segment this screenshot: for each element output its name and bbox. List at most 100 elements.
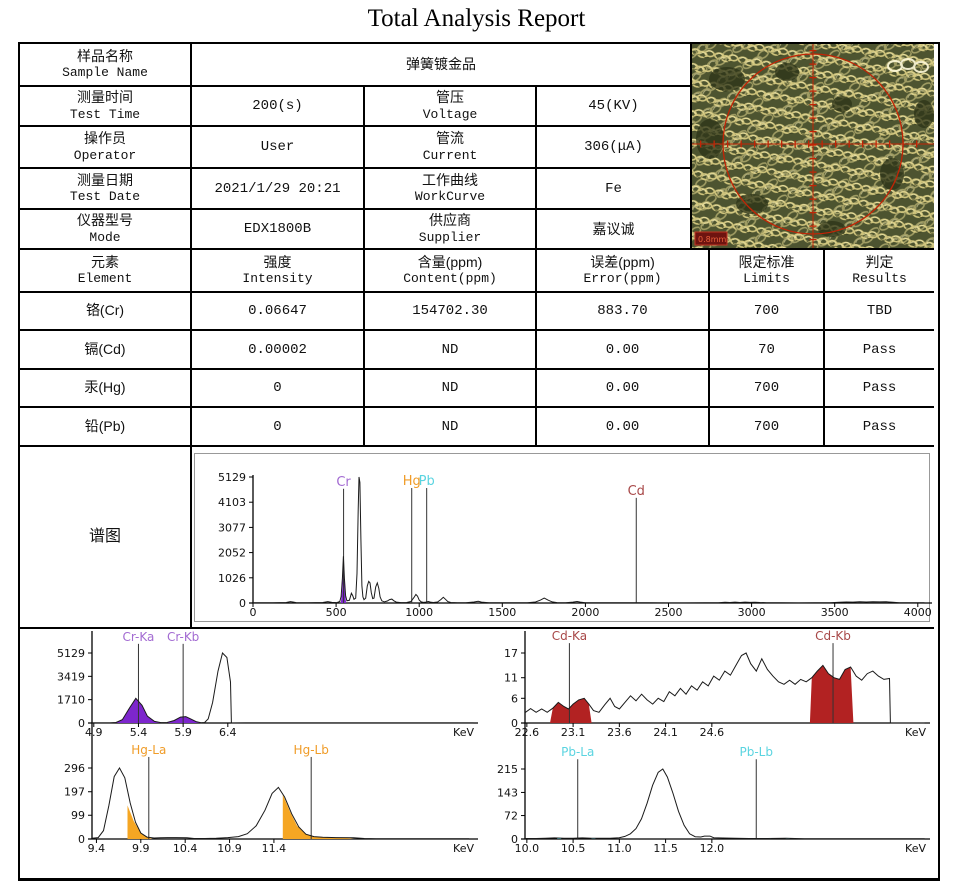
element-header-cn: 限定标准 <box>738 253 795 270</box>
chart-text: 1500 <box>488 606 516 619</box>
info-value2-cell: 嘉议诚 <box>537 210 692 250</box>
info-label-cell: 操作员 Operator <box>20 127 192 169</box>
element-header-en: Error(ppm) <box>583 271 662 287</box>
chart-text: 9.4 <box>88 842 106 855</box>
info-value: EDX1800B <box>243 221 312 237</box>
chart-text: KeV <box>453 726 474 739</box>
trace-pb <box>525 768 925 840</box>
photo-highlight-coils <box>887 58 929 73</box>
chart-text: Cd-Kb <box>815 629 851 643</box>
sample-name-label-en: Sample Name <box>62 65 148 81</box>
sample-name-label-cell: 样品名称 Sample Name <box>20 44 192 87</box>
chart-text: 0 <box>78 717 85 730</box>
chart-text: 3500 <box>821 606 849 619</box>
chart-text: 10.0 <box>515 842 540 855</box>
element-cell-value: 0.00 <box>605 380 640 396</box>
chart-text: 6.4 <box>219 726 237 739</box>
info-label2-cell: 供应商 Supplier <box>365 210 537 250</box>
info-value: 2021/1/29 20:21 <box>214 180 341 197</box>
element-value-cell: 70 <box>710 331 825 370</box>
element-cell-value: 汞(Hg) <box>84 379 126 396</box>
element-value-cell: 0 <box>192 370 365 408</box>
fill-cd-ka <box>550 698 592 723</box>
element-value-cell: ND <box>365 331 537 370</box>
chart-text: 3419 <box>57 670 85 683</box>
chart-text: Pb-La <box>561 745 594 759</box>
reticle <box>692 44 934 248</box>
element-cell-value: 700 <box>753 303 780 319</box>
element-header-cell: 元素 Element <box>20 250 192 293</box>
chart-cd: 22.6 23.1 23.6 24.1 24.6 KeV 0 6 11 17 Cd-Ka Cd-Kb <box>504 629 930 739</box>
chart-cr: 4.9 5.4 5.9 6.4 KeV 0 1710 3419 5129 Cr-Ka Cr-Kb <box>57 630 478 739</box>
info-label-en: WorkCurve <box>414 189 486 205</box>
chart-text: Cr-Kb <box>167 630 199 644</box>
trace-hg <box>91 767 470 840</box>
element-cell-value: 70 <box>758 341 775 358</box>
chart-text: 4000 <box>904 606 932 619</box>
chart-text: KeV <box>453 842 474 855</box>
chart-text: 296 <box>64 762 85 775</box>
info-value: 200(s) <box>252 98 303 114</box>
chart-text: Cr <box>336 475 351 490</box>
element-value-cell: ND <box>365 408 537 447</box>
chart-text: 1000 <box>405 606 433 619</box>
fill-hg-la <box>127 805 153 839</box>
chart-text: 10.9 <box>217 842 242 855</box>
element-value-cell: TBD <box>825 293 934 331</box>
info-label-en: Current <box>422 147 478 163</box>
mini-charts-svg: 4.9 5.4 5.9 6.4 KeV 0 1710 3419 5129 Cr-Ka Cr-Kb 22… <box>57 629 930 855</box>
element-cell-value: 镉(Cd) <box>84 340 126 357</box>
chart-text: 3077 <box>218 521 246 534</box>
element-header-cn: 含量(ppm) <box>417 253 483 270</box>
chart-text: 12.0 <box>700 842 725 855</box>
chart-text: 0 <box>511 833 518 846</box>
chart-text: KeV <box>905 842 926 855</box>
chart-text: 11.4 <box>262 842 287 855</box>
chart-text: 1026 <box>218 572 246 585</box>
chart-text: 4.9 <box>85 726 103 739</box>
element-value-cell: 0 <box>192 408 365 447</box>
info-label-cn: 操作员 <box>84 130 126 147</box>
element-cell-value: 0.00 <box>605 341 640 358</box>
element-cell-value: ND <box>441 418 459 435</box>
info-label-cn: 仪器型号 <box>77 212 133 229</box>
info-value2-cell: 45(KV) <box>537 87 692 127</box>
sample-photo-cell: 0.8mm <box>692 44 934 250</box>
report-table: 样品名称 Sample Name 弹簧镀金品 <box>18 42 940 881</box>
element-header-cell: 判定 Results <box>825 250 934 293</box>
chart-text: 500 <box>326 606 347 619</box>
info-value-cell: 200(s) <box>192 87 365 127</box>
chart-text: 6 <box>511 692 518 705</box>
info-value-cell: 2021/1/29 20:21 <box>192 169 365 210</box>
element-cell-value: 0.00 <box>605 418 640 435</box>
info-label-cn: 管流 <box>436 130 464 147</box>
element-cell-value: 铅(Pb) <box>84 417 126 434</box>
element-name-cell: 铬(Cr) <box>20 293 192 331</box>
chart-text: 197 <box>64 786 85 799</box>
chart-hg: 9.4 9.9 10.4 10.9 11.4 KeV 0 99 197 296 Hg-La Hg-Lb <box>64 743 478 855</box>
chart-text: 11 <box>504 672 518 685</box>
info-value: 306(μA) <box>584 139 643 155</box>
trace-cd <box>524 652 925 724</box>
chart-text: Pb-Lb <box>740 745 774 759</box>
fill-hg-lb <box>282 794 354 839</box>
chart-text: 24.6 <box>700 726 725 739</box>
info-label-cn: 工作曲线 <box>422 171 478 188</box>
chart-text: 4103 <box>218 496 246 509</box>
chart-text: 2000 <box>571 606 599 619</box>
element-header-cell: 强度 Intensity <box>192 250 365 293</box>
element-cell-value: Pass <box>862 380 897 396</box>
info-label-en: Test Time <box>69 106 141 122</box>
element-cell-value: 0 <box>273 418 282 435</box>
element-header-cell: 含量(ppm) Content(ppm) <box>365 250 537 293</box>
trace-main <box>253 476 925 604</box>
info-label-en: Voltage <box>422 106 478 122</box>
chart-text: 3000 <box>738 606 766 619</box>
chart-text: 24.1 <box>653 726 678 739</box>
element-cell-value: 0.06647 <box>248 303 307 319</box>
chart-text: 17 <box>504 647 518 660</box>
element-name-cell: 铅(Pb) <box>20 408 192 447</box>
chart-text: 5129 <box>57 647 85 660</box>
sample-name-value: 弹簧镀金品 <box>406 55 476 72</box>
chart-text: 0 <box>78 833 85 846</box>
